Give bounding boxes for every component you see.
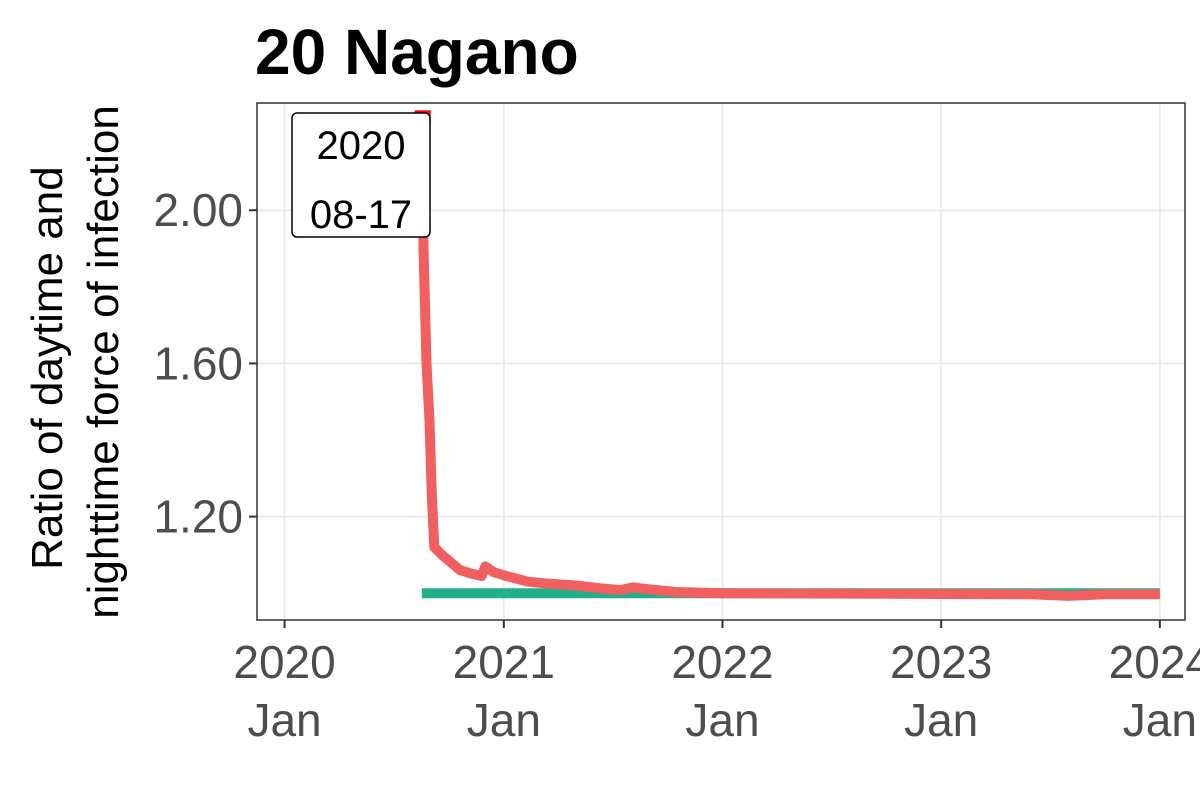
chart-title: 20 Nagano [255,16,579,88]
series-layer [416,118,1160,601]
x-tick-label-month: Jan [1123,694,1197,746]
annotation-label-date: 08-17 [310,193,412,237]
x-tick-label-month: Jan [904,694,978,746]
plot-panel-border [256,102,1186,621]
y-axis-ticks: 1.20 1.60 2.00 [153,184,257,543]
x-axis-ticks: 2020 Jan 2021 Jan 2022 Jan 2023 Jan 2024 Jan [233,620,1200,746]
y-axis-title-line-2: nighttime force of infection [79,105,128,619]
x-tick-label-year: 2022 [671,636,773,688]
x-tick-label-4: 2024 Jan [1109,636,1200,746]
x-tick-label-month: Jan [685,694,759,746]
annotation-layer: 2020 08-17 [291,110,431,238]
x-tick-label-month: Jan [467,694,541,746]
x-tick-label-year: 2021 [453,636,555,688]
x-tick-label-year: 2020 [233,636,335,688]
annotation-label-year: 2020 [317,124,406,168]
y-axis-title: Ratio of daytime and nighttime force of … [23,105,128,619]
x-tick-label-month: Jan [247,694,321,746]
y-tick-label-0: 1.20 [153,491,243,543]
annotation-label: 2020 08-17 [310,124,412,237]
y-tick-label-1: 1.60 [153,337,243,389]
annotation-label-box [291,112,431,238]
x-tick-label-1: 2021 Jan [453,636,555,746]
x-tick-label-year: 2024 [1109,636,1200,688]
x-tick-label-0: 2020 Jan [233,636,335,746]
x-tick-label-2: 2022 Jan [671,636,773,746]
series-line-1 [416,118,1160,601]
y-tick-label-2: 2.00 [153,184,243,236]
x-tick-label-year: 2023 [890,636,992,688]
y-axis-title-line-1: Ratio of daytime and [23,166,72,570]
x-tick-label-3: 2023 Jan [890,636,992,746]
